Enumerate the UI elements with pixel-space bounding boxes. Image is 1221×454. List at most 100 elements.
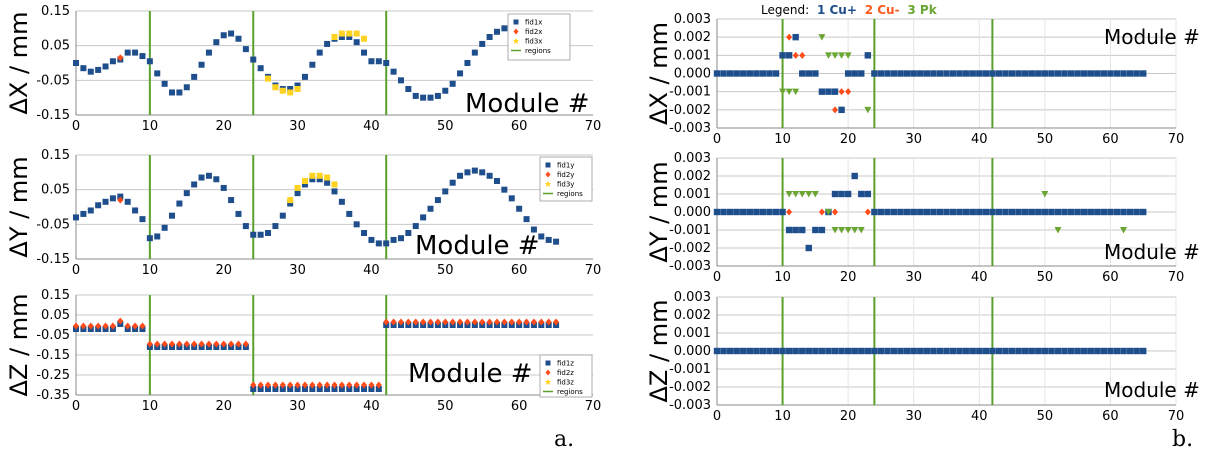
data-point — [1120, 347, 1127, 355]
data-point — [361, 381, 368, 389]
x-tick-label: 70 — [585, 399, 602, 414]
data-point — [183, 84, 190, 91]
data-point — [87, 68, 94, 75]
data-point — [1094, 70, 1101, 77]
data-point — [969, 208, 976, 216]
data-point — [272, 223, 279, 230]
data-point — [235, 35, 242, 42]
y-tick-label: 0.002 — [674, 308, 711, 323]
x-tick-label: 70 — [585, 119, 602, 134]
data-point — [457, 318, 464, 326]
data-point — [1054, 227, 1062, 234]
data-point — [844, 52, 852, 59]
x-tick-label: 70 — [1168, 132, 1185, 147]
data-point — [962, 208, 970, 216]
data-point — [713, 208, 721, 216]
data-point — [434, 318, 441, 326]
data-point — [420, 214, 427, 221]
data-point — [753, 208, 760, 216]
data-point — [923, 70, 931, 77]
series-fid3z — [73, 317, 560, 389]
data-point — [786, 33, 793, 41]
data-point — [117, 196, 124, 204]
data-point — [884, 70, 891, 77]
data-point — [989, 70, 996, 77]
data-point — [844, 190, 852, 198]
x-tick-label: 20 — [215, 263, 232, 278]
data-point — [746, 208, 753, 216]
data-point — [80, 322, 87, 330]
x-tick-label: 10 — [142, 263, 159, 278]
y-axis-label: ΔX / mm — [645, 22, 673, 125]
data-point — [1120, 70, 1127, 77]
data-point — [301, 73, 308, 80]
data-point — [257, 381, 264, 389]
x-tick-label: 40 — [971, 132, 988, 147]
data-point — [890, 70, 898, 77]
data-point — [851, 227, 859, 234]
data-point — [1074, 347, 1081, 355]
data-point — [726, 347, 734, 355]
data-point — [346, 210, 353, 217]
data-point — [257, 231, 264, 238]
data-point — [169, 340, 176, 348]
data-point — [785, 191, 793, 198]
data-point — [250, 56, 257, 63]
series-3-pk — [785, 191, 1128, 234]
data-point — [740, 347, 747, 355]
data-point — [338, 198, 345, 205]
data-point — [949, 347, 957, 355]
chart-2: -0.15 -0.05 0.05 0.15 0 10 20 30 40 50 60 70 ΔY / mm… — [5, 148, 601, 278]
data-point — [766, 347, 773, 355]
data-point — [772, 347, 780, 355]
data-point — [353, 30, 360, 37]
y-tick-label: -0.15 — [36, 108, 70, 123]
data-point — [146, 235, 153, 242]
data-point — [1126, 347, 1134, 355]
chart-4: -0.003 -0.002 -0.001 0.000 0.001 0.002 0.003 0 1… — [645, 12, 1200, 147]
data-point — [864, 208, 871, 216]
data-point — [516, 318, 523, 326]
series-fid3x — [265, 30, 368, 96]
x-tick-label: 10 — [142, 399, 159, 414]
data-point — [228, 340, 235, 348]
data-point — [331, 381, 338, 389]
chart-3: -0.35 -0.25 -0.15 -0.05 0.05 0.15 0 10 20 30 40 50 6… — [5, 288, 601, 414]
legend-b-item-1: 1 Cu+ — [817, 3, 857, 17]
data-point — [858, 70, 865, 77]
data-point — [309, 176, 316, 183]
data-point — [1133, 208, 1140, 216]
data-point — [1087, 347, 1094, 355]
data-point — [545, 236, 552, 243]
data-point — [449, 80, 456, 87]
data-point — [1008, 70, 1016, 77]
data-point — [1140, 70, 1147, 77]
data-point — [390, 318, 397, 326]
data-point — [220, 32, 227, 39]
data-point — [825, 88, 832, 95]
data-point — [294, 82, 301, 89]
data-point — [353, 381, 360, 389]
data-point — [442, 188, 449, 195]
data-point — [154, 233, 161, 240]
data-point — [799, 70, 806, 77]
x-tick-label: 10 — [774, 270, 791, 285]
data-point — [930, 208, 937, 216]
data-point — [890, 347, 898, 355]
legend-entry: fid2z — [557, 369, 574, 377]
data-point — [176, 89, 183, 96]
data-point — [766, 70, 773, 77]
data-point — [102, 63, 109, 70]
data-point — [785, 347, 793, 355]
legend-entry: fid3x — [525, 38, 542, 46]
data-point — [838, 106, 845, 114]
data-point — [553, 238, 560, 245]
data-point — [1133, 347, 1140, 355]
data-point — [1041, 208, 1049, 216]
data-point — [824, 209, 832, 216]
data-point — [427, 318, 434, 326]
chart-1: -0.15 -0.05 0.05 0.15 0 10 20 30 40 50 60 70 ΔX / mm… — [5, 4, 601, 134]
data-point — [733, 347, 740, 355]
data-point — [1113, 208, 1121, 216]
data-point — [884, 347, 891, 355]
